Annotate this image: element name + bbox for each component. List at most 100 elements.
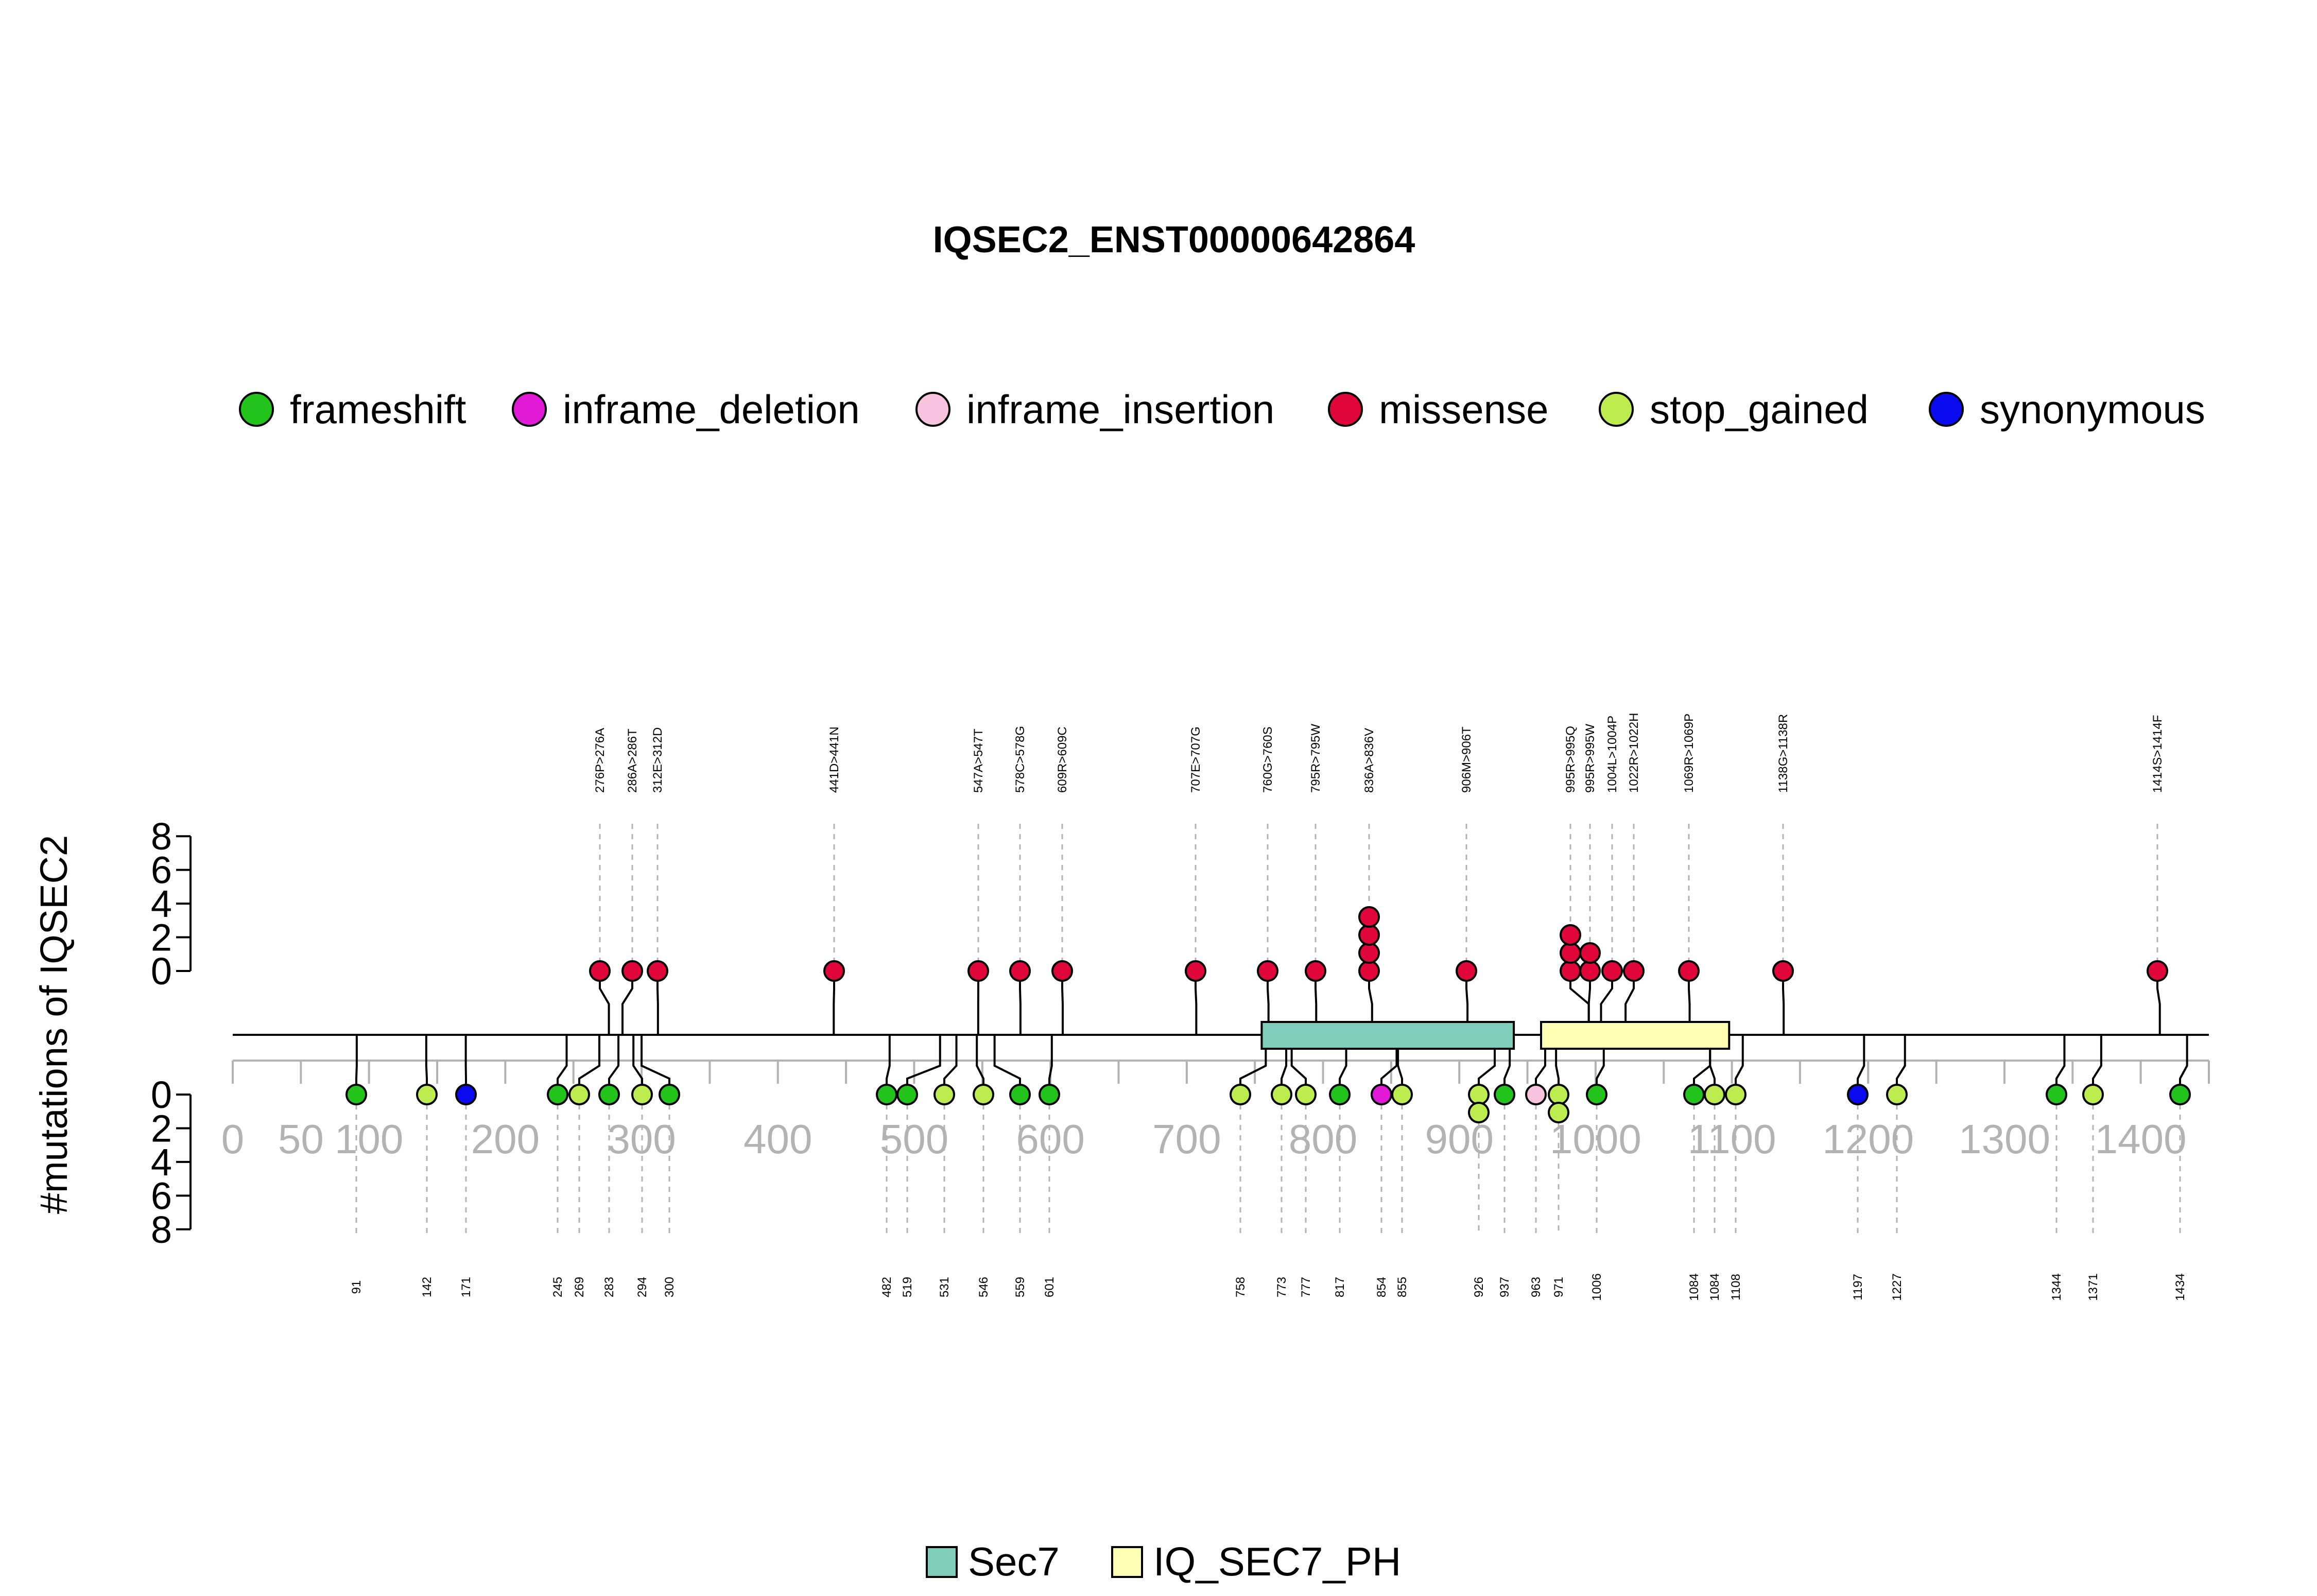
domain-legend-swatch-Sec7 [926, 1546, 958, 1578]
mutation-point-upper-609R>609C-1 [1051, 960, 1073, 982]
mutation-label-upper-6: 609R>609C [1056, 726, 1069, 793]
y-tick-label-upper-6: 6 [151, 849, 172, 892]
mutation-point-upper-1414S>1414F-1 [2147, 960, 2168, 982]
domain-Sec7 [1260, 1021, 1515, 1050]
mutation-label-lower-12: 559 [1013, 1277, 1027, 1297]
mutation-label-lower-28: 1197 [1851, 1274, 1865, 1300]
x-tick-label-1300: 1300 [1959, 1116, 2050, 1162]
mutation-label-lower-16: 777 [1299, 1277, 1313, 1297]
mutation-label-lower-4: 269 [573, 1277, 586, 1297]
mutation-label-lower-3: 245 [551, 1277, 565, 1297]
protein-domains [1260, 1021, 1731, 1050]
mutation-point-upper-578C>578G-1 [1009, 960, 1031, 982]
mutation-point-upper-995R>995Q-1 [1560, 960, 1581, 982]
mutation-point-lower-294-1 [631, 1084, 653, 1105]
legend-swatch-inframe_deletion [512, 392, 547, 427]
x-tick-label-500: 500 [880, 1116, 948, 1162]
mutation-label-lower-22: 963 [1529, 1277, 1543, 1297]
mutation-label-lower-26: 1084 [1708, 1273, 1722, 1300]
mutation-label-lower-7: 300 [663, 1277, 677, 1297]
mutation-point-lower-937-1 [1494, 1084, 1515, 1105]
mutation-point-lower-926-2 [1468, 1102, 1490, 1123]
mutation-label-lower-20: 926 [1472, 1277, 1486, 1297]
mutation-point-lower-971-1 [1548, 1084, 1569, 1105]
mutation-point-lower-758-1 [1230, 1084, 1251, 1105]
mutation-point-upper-286A>286T-1 [621, 960, 643, 982]
mutation-point-lower-773-1 [1271, 1084, 1292, 1105]
mutation-label-upper-10: 836A>836V [1362, 728, 1376, 793]
mutation-label-lower-15: 773 [1275, 1277, 1289, 1297]
mutation-point-upper-836A>836V-1 [1358, 960, 1380, 982]
mutation-point-lower-855-1 [1391, 1084, 1413, 1105]
x-tick-label-50: 50 [278, 1116, 324, 1162]
mutation-labels: 276P>276A 286A>286T 312E>312D 441D>441N 547A… [350, 713, 2187, 1301]
mutation-point-upper-836A>836V-3 [1358, 924, 1380, 946]
mutation-point-upper-441D>441N-1 [823, 960, 845, 982]
y-tick-label-upper-0: 0 [151, 950, 172, 993]
domain-legend-swatch-IQ_SEC7_PH [1111, 1546, 1143, 1578]
mutation-label-upper-4: 547A>547T [972, 728, 985, 793]
mutation-label-lower-9: 519 [901, 1277, 914, 1297]
guide-lines [355, 824, 2181, 1236]
legend-label-stop_gained: stop_gained [1650, 387, 1869, 432]
mutation-label-lower-24: 1006 [1590, 1273, 1604, 1300]
mutation-point-upper-760G>760S-1 [1257, 960, 1278, 982]
x-axis: 0 50 100 200 300 400 500 600 700 800 900 1000 1100 12… [221, 1060, 2210, 1162]
mutation-label-lower-29: 1227 [1890, 1273, 1904, 1300]
x-tick-label-1400: 1400 [2095, 1116, 2187, 1162]
x-tick-label-800: 800 [1289, 1116, 1357, 1162]
mutation-label-lower-13: 601 [1043, 1277, 1057, 1297]
mutation-label-lower-32: 1434 [2173, 1273, 2187, 1300]
mutation-point-lower-963-1 [1525, 1084, 1547, 1105]
mutation-point-lower-1006-1 [1586, 1084, 1607, 1105]
legend-label-synonymous: synonymous [1980, 387, 2205, 432]
mutation-label-upper-14: 1004L>1004P [1605, 716, 1619, 793]
mutation-label-lower-10: 531 [938, 1277, 952, 1297]
mutation-point-lower-777-1 [1295, 1084, 1317, 1105]
mutation-point-upper-1138G>1138R-1 [1772, 960, 1794, 982]
mutation-point-lower-546-1 [973, 1084, 994, 1105]
y-tick-label-lower-6: 6 [151, 1174, 172, 1217]
legend-label-inframe_insertion: inframe_insertion [966, 387, 1274, 432]
mutation-label-lower-14: 758 [1234, 1277, 1248, 1297]
mutation-label-lower-30: 1344 [2050, 1273, 2064, 1300]
mutation-point-lower-601-1 [1039, 1084, 1060, 1105]
x-tick-label-100: 100 [335, 1116, 403, 1162]
y-tick-label-upper-4: 4 [151, 882, 172, 925]
x-tick-label-200: 200 [471, 1116, 540, 1162]
mutation-label-lower-31: 1371 [2086, 1273, 2100, 1300]
mutation-label-upper-12: 995R>995Q [1564, 726, 1578, 793]
domain-legend-label-IQ_SEC7_PH: IQ_SEC7_PH [1153, 1539, 1401, 1584]
mutation-label-lower-17: 817 [1333, 1277, 1347, 1297]
legend-swatch-inframe_insertion [915, 392, 950, 427]
mutation-point-upper-1004L>1004P-1 [1601, 960, 1623, 982]
legend-label-missense: missense [1379, 387, 1548, 432]
x-tick-label-600: 600 [1016, 1116, 1084, 1162]
mutation-label-upper-17: 1138G>1138R [1776, 714, 1790, 793]
legend-swatch-missense [1328, 392, 1363, 427]
mutation-label-lower-18: 854 [1375, 1277, 1389, 1297]
mutation-point-lower-817-1 [1329, 1084, 1351, 1105]
mutation-label-upper-13: 995R>995W [1583, 724, 1597, 793]
mutation-label-upper-5: 578C>578G [1013, 726, 1027, 793]
mutation-point-lower-1084-1 [1704, 1084, 1725, 1105]
legend-swatch-frameshift [239, 392, 274, 427]
mutation-label-lower-0: 91 [350, 1280, 364, 1294]
domain-legend-label-Sec7: Sec7 [968, 1539, 1060, 1584]
mutation-label-upper-3: 441D>441N [827, 726, 841, 793]
y-tick-label-lower-0: 0 [151, 1073, 172, 1116]
mutation-label-upper-8: 760G>760S [1261, 726, 1275, 793]
mutation-point-upper-995R>995W-2 [1579, 942, 1601, 964]
domain-IQ_SEC7_PH [1540, 1021, 1731, 1050]
y-axis-title: #mutations of IQSEC2 [32, 835, 75, 1214]
y-tick-label-upper-2: 2 [151, 916, 172, 959]
mutation-point-upper-1069R>1069P-1 [1678, 960, 1700, 982]
mutation-label-lower-27: 1108 [1729, 1274, 1743, 1300]
mutation-point-lower-482-1 [876, 1084, 897, 1105]
mutation-point-upper-795R>795W-1 [1305, 960, 1326, 982]
chart-title: IQSEC2_ENST00000642864 [933, 219, 1415, 261]
mutation-point-upper-1022R>1022H-1 [1623, 960, 1645, 982]
mutation-label-upper-9: 795R>795W [1309, 724, 1323, 793]
y-tick-label-lower-8: 8 [151, 1208, 172, 1251]
